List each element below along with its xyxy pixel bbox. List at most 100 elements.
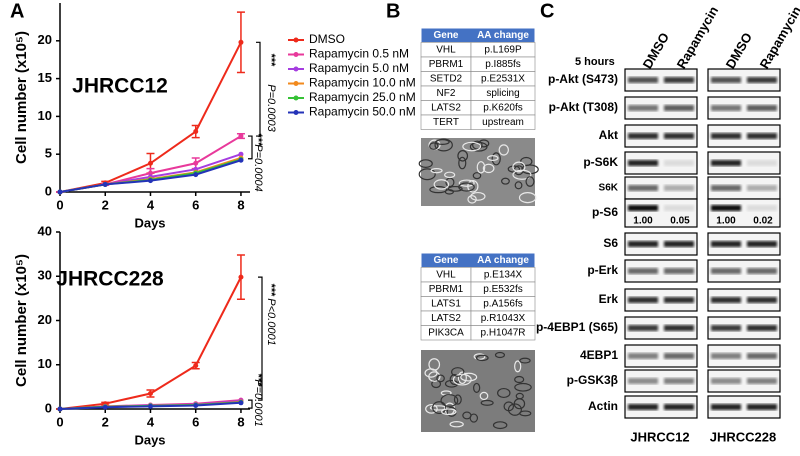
blot-band — [747, 77, 777, 83]
blot-label: Actin — [588, 399, 618, 413]
legend-label: Rapamycin 25.0 nM — [309, 90, 416, 104]
data-point — [193, 172, 199, 178]
cell-line-label: JHRCC228 — [710, 429, 776, 444]
cell-line-label: JHRCC12 — [630, 429, 689, 444]
blot-band — [628, 205, 658, 211]
x-tick-label: 6 — [192, 197, 199, 212]
data-point — [147, 160, 153, 166]
blot-band — [747, 205, 777, 211]
blot-frame — [624, 68, 698, 92]
blot-frame — [707, 68, 781, 92]
table-cell: p.E532fs — [483, 284, 522, 295]
legend-marker — [293, 37, 299, 43]
blot-band — [628, 268, 658, 274]
blot-band — [628, 160, 658, 166]
legend-marker — [293, 95, 299, 101]
cell — [475, 354, 489, 362]
cell — [512, 169, 532, 180]
cell — [457, 150, 469, 162]
data-point — [193, 160, 199, 166]
blot-frame — [707, 96, 781, 120]
x-tick-label: 4 — [147, 197, 155, 212]
cell — [497, 387, 511, 399]
blot-band — [628, 241, 658, 247]
blot-label: p-Akt (T308) — [549, 100, 618, 114]
legend-marker — [293, 66, 299, 72]
blot-band — [664, 133, 694, 139]
cell — [473, 382, 481, 394]
cell — [440, 394, 459, 407]
cell — [518, 192, 537, 204]
blot-band — [747, 378, 777, 384]
cell — [441, 408, 457, 416]
blot-band — [628, 185, 658, 191]
table-cell: p.H1047R — [480, 327, 525, 338]
table-cell: p.A156fs — [483, 298, 522, 309]
column-label: Rapamycin — [757, 4, 800, 72]
table-row — [470, 325, 536, 341]
blot-band — [664, 268, 694, 274]
legend-label: DMSO — [309, 32, 345, 46]
blot-band — [628, 353, 658, 359]
table-cell: p.K620fs — [483, 102, 522, 113]
blot-frame — [624, 395, 698, 419]
blot-band — [628, 105, 658, 111]
cell — [498, 144, 509, 156]
blot-band — [664, 185, 694, 191]
cell — [434, 138, 453, 152]
cell — [451, 367, 465, 377]
blot-frame — [624, 369, 698, 393]
blot-frame — [707, 369, 781, 393]
blot-frame — [624, 96, 698, 120]
blot-band — [711, 77, 741, 83]
blot-label: p-S6K — [583, 155, 618, 169]
cell — [482, 163, 495, 174]
cell — [424, 368, 438, 378]
cell — [472, 172, 482, 180]
table-cell: LATS2 — [431, 102, 461, 113]
y-axis-label: Cell number (x10⁵) — [13, 31, 30, 164]
blot-label: p-4EBP1 (S65) — [536, 320, 618, 334]
cell — [429, 405, 448, 411]
blot-band — [711, 160, 741, 166]
annotation: P=0.0003 — [265, 84, 277, 132]
cell — [467, 195, 477, 204]
quant-label: 1.00 — [716, 216, 736, 227]
legend-marker — [293, 81, 299, 86]
data-point — [238, 151, 244, 157]
y-tick-label: 20 — [38, 312, 52, 327]
blot-frame — [624, 151, 698, 175]
blot-band — [628, 378, 658, 384]
blot-frame — [624, 344, 698, 368]
blot-band — [711, 353, 741, 359]
column-label: DMSO — [640, 30, 672, 71]
table-header: AA change — [477, 255, 529, 266]
cell — [470, 191, 486, 201]
blot-band — [664, 241, 694, 247]
blot-band — [628, 77, 658, 83]
cell — [494, 351, 506, 359]
cell — [436, 374, 445, 383]
table-header: Gene — [433, 30, 458, 41]
blot-band — [711, 268, 741, 274]
y-tick-label: 40 — [38, 223, 52, 238]
blot-label: p-Akt (S473) — [548, 72, 618, 86]
table-cell: PIK3CA — [428, 327, 464, 338]
cell — [432, 401, 447, 415]
cell — [512, 161, 526, 173]
cell — [458, 182, 475, 192]
annotation: P=0.0001 — [252, 379, 264, 426]
cell — [514, 375, 525, 384]
cell — [430, 168, 443, 174]
blot-frame — [707, 124, 781, 148]
blot-label: Akt — [599, 128, 618, 142]
blot-frame — [624, 259, 698, 283]
cell — [519, 357, 531, 364]
cell — [514, 382, 532, 392]
cell — [458, 179, 475, 187]
cell — [449, 421, 464, 428]
x-axis-label: Days — [134, 215, 165, 230]
x-tick-label: 6 — [192, 414, 199, 429]
blot-band — [747, 404, 777, 410]
data-point — [147, 170, 153, 176]
